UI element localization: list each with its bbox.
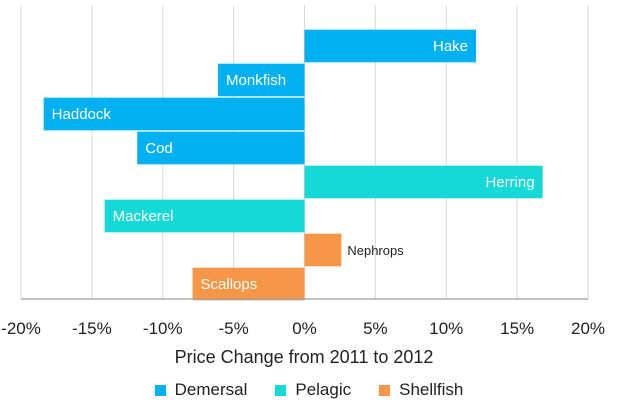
x-tick-label: 5% [363,319,388,338]
x-tick-label: -20% [1,319,41,338]
bar-cod [137,131,305,165]
x-tick-label: 15% [500,319,534,338]
x-tick-label: 0% [292,319,317,338]
bar-label: Nephrops [347,243,404,258]
bar-label: Mackerel [113,208,174,225]
x-tick-label: 10% [429,319,463,338]
bar-label: Cod [145,140,173,157]
x-tick-label: -15% [72,319,112,338]
bar-monkfish [218,63,305,97]
bar-label: Monkfish [226,72,286,89]
bar-label: Herring [485,174,534,191]
legend-label: Demersal [174,380,248,399]
bar-mackerel [104,199,305,233]
legend-item-shellfish: Shellfish [379,380,463,400]
x-axis-title: Price Change from 2011 to 2012 [175,347,434,367]
legend-label: Shellfish [399,380,464,399]
bar-nephrops [304,233,342,267]
legend-swatch [379,384,391,396]
bar-herring [304,165,543,199]
bar-hake [304,29,477,63]
bar-label: Hake [433,38,468,55]
legend-item-demersal: Demersal [154,380,248,400]
x-tick-label: -5% [219,319,249,338]
legend-item-pelagic: Pelagic [275,380,351,400]
bar-haddock [43,97,305,131]
bar-scallops [192,267,305,301]
x-tick-label: 20% [571,319,605,338]
x-tick-label: -10% [143,319,183,338]
legend-label: Pelagic [295,380,352,399]
legend: Demersal Pelagic Shellfish [0,378,618,402]
legend-swatch [275,384,287,396]
bar-label: Haddock [52,106,112,123]
legend-swatch [154,384,166,396]
bar-label: Scallops [201,276,258,293]
